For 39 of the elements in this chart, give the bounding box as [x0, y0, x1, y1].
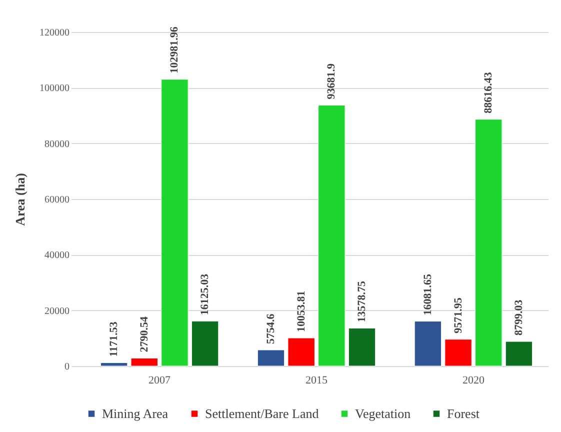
- y-tick-label: 120000: [40, 28, 70, 38]
- legend-label: Settlement/Bare Land: [205, 406, 320, 421]
- data-label: 16125.03: [199, 273, 212, 316]
- data-label: 93681.9: [326, 63, 338, 100]
- legend-label: Forest: [447, 406, 480, 421]
- bar: [161, 79, 188, 366]
- x-tick-label: 2020: [462, 374, 485, 386]
- data-label: 9571.95: [452, 297, 464, 334]
- data-label: 88616.43: [482, 72, 495, 114]
- y-tick-label: 60000: [44, 194, 70, 206]
- data-label: 13578.75: [356, 280, 368, 322]
- data-label: 8799.03: [512, 299, 525, 336]
- bar: [130, 358, 158, 366]
- bar: [475, 119, 502, 366]
- legend-label: Mining Area: [102, 406, 168, 421]
- y-tick-label: 80000: [44, 138, 70, 150]
- bar: [318, 105, 346, 366]
- data-label: 10053.81: [295, 290, 308, 332]
- x-tick-label: 2015: [306, 374, 328, 386]
- bar: [288, 338, 315, 366]
- bar: [414, 320, 442, 366]
- bar: [348, 328, 376, 366]
- bar: [444, 339, 472, 366]
- data-label: 102981.96: [168, 26, 181, 74]
- y-tick-label: 0: [64, 362, 70, 372]
- data-label: 5754.6: [264, 313, 277, 344]
- y-tick-label: 40000: [44, 250, 70, 262]
- y-tick-label: 20000: [44, 306, 70, 317]
- legend-label: Vegetation: [355, 406, 412, 421]
- bar: [505, 341, 533, 366]
- data-label: 1171.53: [108, 321, 120, 357]
- y-axis-title: Area (ha): [12, 173, 28, 226]
- data-label: 16081.65: [422, 273, 434, 316]
- bar: [100, 362, 128, 366]
- x-tick-label: 2007: [148, 374, 172, 386]
- bar: [257, 350, 285, 366]
- y-tick-label: 100000: [40, 83, 70, 94]
- data-label: 2790.54: [138, 316, 150, 352]
- bar: [191, 320, 219, 366]
